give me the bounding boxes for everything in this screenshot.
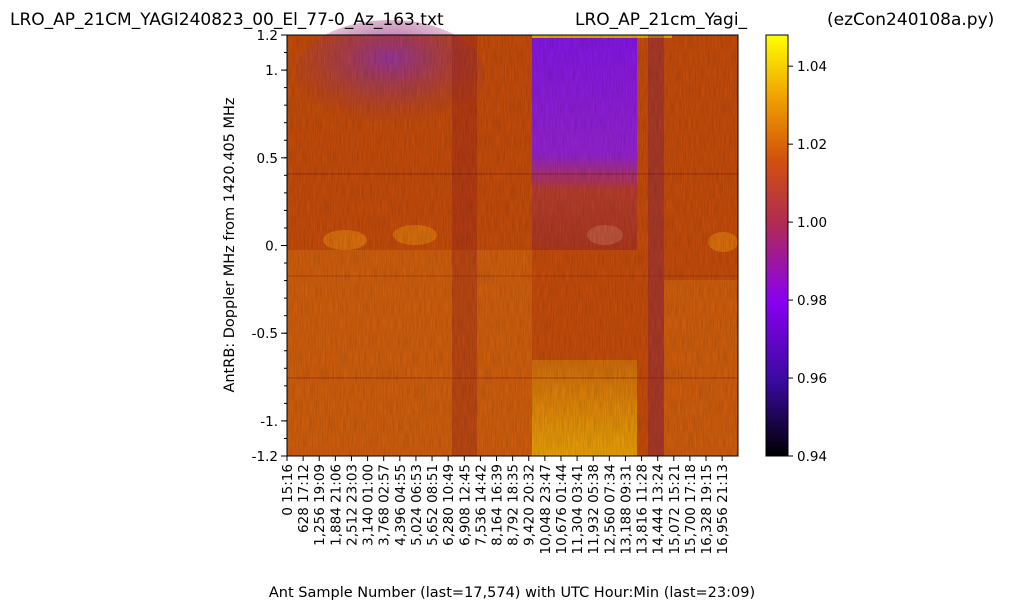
y-tick-label: 1.2 [257,28,278,44]
x-axis-label: Ant Sample Number (last=17,574) with UTC… [269,585,755,601]
x-tick-label: 1,884 21:06 [328,464,344,546]
x-tick-label: 13,816 11:28 [635,464,651,554]
colorbar-tick-label: 0.96 [797,371,827,387]
x-tick-label: 12,560 07:34 [602,464,618,554]
x-tick-label: 6,280 10:49 [441,464,457,546]
x-tick-label: 4,396 04:55 [393,464,409,546]
colorbar: 0.94 0.96 0.98 1.00 1.02 1.04 [765,34,827,465]
x-axis: 0 15:16 628 17:12 1,256 19:09 1,884 21:06 2,… [280,456,731,554]
colorbar-tick-label: 1.04 [797,59,827,75]
x-tick-label: 2,512 23:03 [344,464,360,546]
y-tick-label: -0.5 [252,326,278,342]
colorbar-tick-label: 1.00 [797,215,827,231]
x-tick-label: 15,700 17:18 [683,464,699,554]
x-tick-label: 5,652 08:51 [425,464,441,546]
heatmap-noise [287,35,738,456]
x-tick-label: 5,024 06:53 [409,464,425,546]
colorbar-tick-label: 1.02 [797,137,827,153]
x-tick-label: 10,676 01:44 [554,464,570,554]
x-tick-label: 628 17:12 [296,464,312,533]
colorbar-tick-label: 0.94 [797,449,827,465]
colorbar-gradient [765,34,789,457]
x-tick-label: 11,932 05:38 [586,464,602,554]
y-tick-label: 0.5 [257,151,278,167]
colorbar-tick-label: 0.98 [797,293,827,309]
x-tick-label: 16,328 19:15 [699,464,715,554]
header-title: LRO_AP_21cm_Yagi_ [575,10,748,30]
x-tick-label: 0 15:16 [280,464,296,516]
x-tick-label: 10,048 23:47 [538,464,554,554]
heatmap [287,20,738,456]
x-tick-label: 14,444 13:24 [651,464,667,554]
header-script: (ezCon240108a.py) [827,10,994,30]
x-tick-label: 13,188 09:31 [618,464,634,554]
x-tick-label: 6,908 12:45 [457,464,473,546]
x-tick-label: 7,536 14:42 [473,464,489,546]
y-tick-label: 0. [265,239,278,255]
y-tick-label: 1. [265,63,278,79]
x-tick-label: 16,956 21:13 [715,464,731,554]
x-tick-label: 15,072 15:21 [667,464,683,554]
x-tick-label: 8,164 16:39 [490,464,506,546]
header-filename: LRO_AP_21CM_YAGI240823_00_El_77-0_Az_163… [10,10,444,30]
y-axis-label: AntRB: Doppler MHz from 1420.405 MHz [222,97,238,392]
x-tick-label: 3,140 01:00 [361,464,377,546]
x-tick-label: 3,768 02:57 [377,464,393,546]
x-tick-label: 1,256 19:09 [312,464,328,546]
y-tick-label: -1. [260,414,278,430]
y-axis: 1.2 1. 0.5 0. -0.5 -1. -1.2 [252,28,287,465]
x-tick-label: 8,792 18:35 [506,464,522,546]
y-tick-label: -1.2 [252,449,278,465]
colorbar-ticks: 0.94 0.96 0.98 1.00 1.02 1.04 [788,59,827,465]
x-tick-label: 9,420 20:32 [522,464,538,546]
x-tick-label: 11,304 03:41 [570,464,586,554]
